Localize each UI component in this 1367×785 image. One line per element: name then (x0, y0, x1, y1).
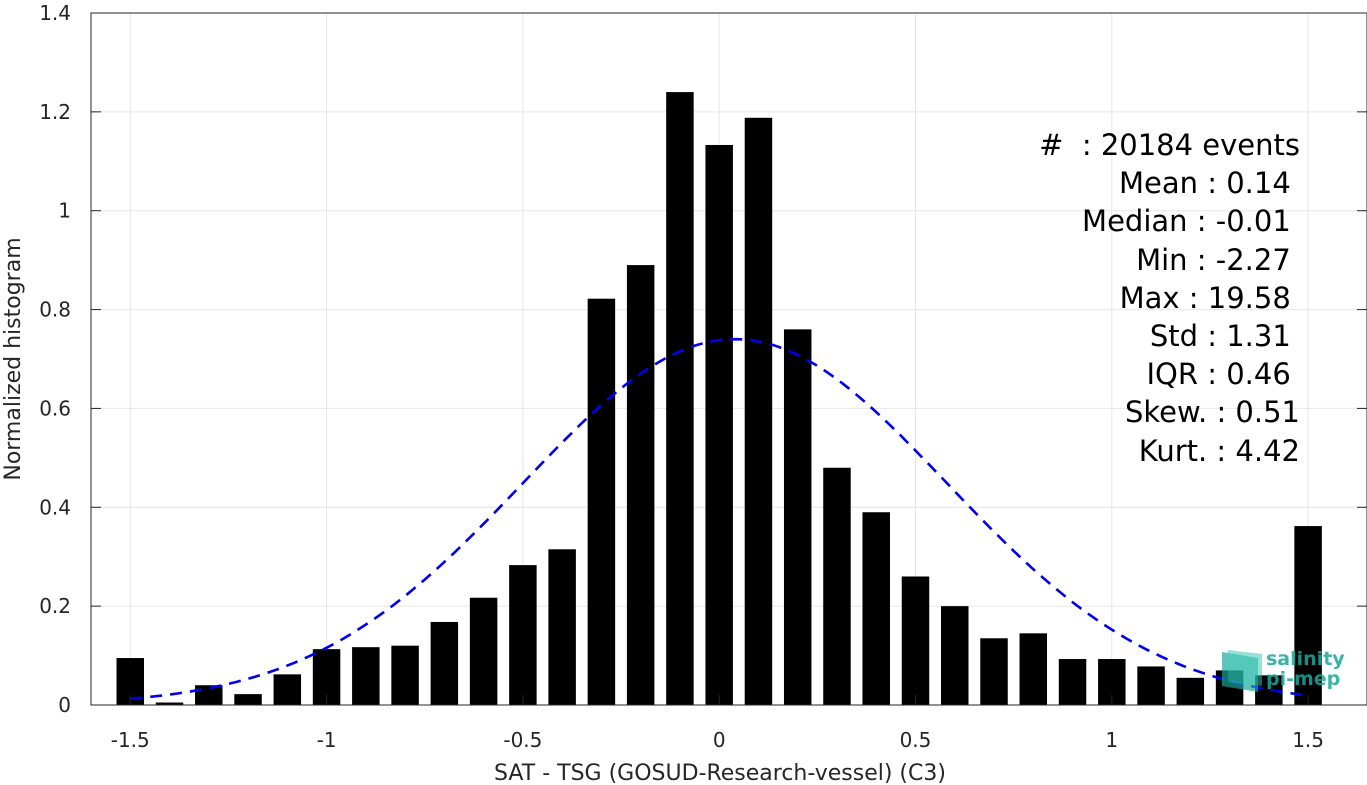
statistics-annotation: # : 20184 events Mean : 0.14 Median : -0.… (900, 126, 1300, 470)
histogram-bar (1058, 659, 1087, 705)
plot-frame (90, 12, 1367, 706)
histogram-bar (1294, 526, 1322, 705)
histogram-bar (352, 647, 380, 705)
x-tick-label: -0.5 (503, 728, 542, 752)
bars-layer (116, 92, 1322, 706)
logo-line2: pi-mep (1266, 668, 1341, 690)
histogram-bar (1137, 666, 1165, 705)
x-tick-label: 1.5 (1292, 728, 1324, 752)
stat-line: Skew. : 0.51 (1124, 395, 1300, 430)
x-tick-label: 0.5 (900, 728, 932, 752)
stat-line: Kurt. : 4.42 (1138, 433, 1300, 468)
stat-line: Mean : 0.14 (1118, 166, 1300, 201)
histogram-bar (823, 467, 851, 705)
ticks-layer: -1.5 -1 -0.5 0 0.5 1 1.5 0 0.2 0.4 0.6 0.8 1 1.2 1.4 (39, 1, 1367, 752)
stat-line: Max : 19.58 (1119, 280, 1300, 315)
histogram-bar (783, 329, 812, 705)
x-tick-label: 0 (713, 728, 726, 752)
y-tick-label: 0.6 (39, 396, 71, 420)
stat-line: Min : -2.27 (1136, 242, 1300, 277)
histogram-bar (1176, 677, 1205, 705)
histogram-bar (195, 685, 223, 705)
histogram-bar (705, 144, 733, 705)
histogram-bar (862, 512, 890, 705)
stat-line: Std : 1.31 (1149, 319, 1300, 354)
logo-line1: salinity (1266, 648, 1345, 670)
y-tick-label: 1.4 (39, 1, 71, 25)
y-tick-label: 1 (58, 199, 71, 223)
histogram-bar (155, 702, 184, 705)
stat-line: Median : -0.01 (1082, 204, 1300, 239)
salinity-pimep-logo: salinity pi-mep (1218, 646, 1348, 698)
histogram-bar (980, 638, 1008, 705)
logo-mark-icon (1222, 650, 1262, 692)
y-axis-label: Normalized histogram (1, 237, 26, 480)
histogram-bar (430, 621, 459, 705)
histogram-bar (548, 549, 576, 705)
y-tick-label: 0 (58, 693, 71, 717)
histogram-bar (941, 606, 969, 705)
x-tick-label: 1 (1105, 728, 1118, 752)
histogram-bar (744, 117, 773, 705)
y-tick-label: 0.2 (39, 594, 71, 618)
histogram-bar (391, 645, 419, 705)
histogram-bar (626, 265, 655, 705)
y-tick-label: 1.2 (39, 100, 71, 124)
y-tick-label: 0.8 (39, 298, 71, 322)
normal-fit-curve (130, 337, 1309, 700)
x-tick-label: -1.5 (111, 728, 150, 752)
histogram-bar (1019, 633, 1048, 705)
histogram-bar (234, 694, 262, 705)
histogram-bar (273, 674, 302, 705)
histogram-bar (901, 576, 930, 705)
histogram-bar (469, 597, 498, 705)
histogram-bar (666, 92, 694, 706)
stat-line: # : 20184 events (1039, 128, 1300, 162)
x-axis-label: SAT - TSG (GOSUD-Research-vessel) (C3) (494, 761, 946, 785)
x-tick-label: -1 (317, 728, 337, 752)
histogram-bar (509, 565, 537, 705)
stat-line: IQR : 0.46 (1146, 357, 1300, 392)
histogram-bar (587, 298, 616, 705)
y-tick-label: 0.4 (39, 495, 71, 519)
